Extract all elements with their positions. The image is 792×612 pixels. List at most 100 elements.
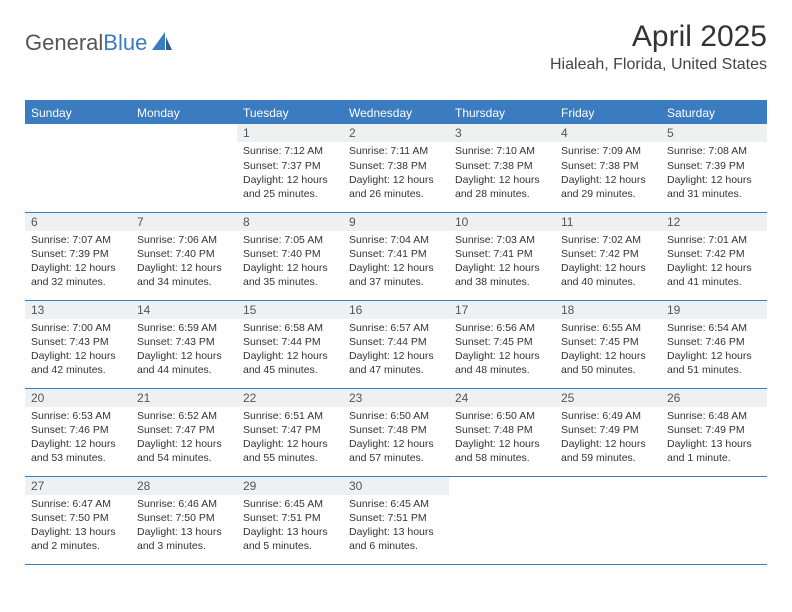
day-number: 30 bbox=[343, 477, 449, 495]
sunset-text: Sunset: 7:43 PM bbox=[31, 335, 125, 349]
sunset-text: Sunset: 7:51 PM bbox=[243, 511, 337, 525]
sunset-text: Sunset: 7:42 PM bbox=[561, 247, 655, 261]
calendar-day-cell: 10Sunrise: 7:03 AMSunset: 7:41 PMDayligh… bbox=[449, 212, 555, 300]
daylight-text: Daylight: 12 hours and 55 minutes. bbox=[243, 437, 337, 465]
day-number: 26 bbox=[661, 389, 767, 407]
header: GeneralBlue April 2025 Hialeah, Florida,… bbox=[25, 20, 767, 90]
sunrise-text: Sunrise: 6:57 AM bbox=[349, 321, 443, 335]
calendar-day-cell: 11Sunrise: 7:02 AMSunset: 7:42 PMDayligh… bbox=[555, 212, 661, 300]
day-details: Sunrise: 6:55 AMSunset: 7:45 PMDaylight:… bbox=[555, 319, 661, 382]
calendar-day-cell: 25Sunrise: 6:49 AMSunset: 7:49 PMDayligh… bbox=[555, 388, 661, 476]
calendar-week-row: 13Sunrise: 7:00 AMSunset: 7:43 PMDayligh… bbox=[25, 300, 767, 388]
daylight-text: Daylight: 12 hours and 26 minutes. bbox=[349, 173, 443, 201]
day-details: Sunrise: 6:53 AMSunset: 7:46 PMDaylight:… bbox=[25, 407, 131, 470]
weekday-header: Friday bbox=[555, 101, 661, 124]
day-details: Sunrise: 6:45 AMSunset: 7:51 PMDaylight:… bbox=[343, 495, 449, 558]
day-number: 12 bbox=[661, 213, 767, 231]
sunrise-text: Sunrise: 7:03 AM bbox=[455, 233, 549, 247]
sunrise-text: Sunrise: 7:04 AM bbox=[349, 233, 443, 247]
daylight-text: Daylight: 12 hours and 29 minutes. bbox=[561, 173, 655, 201]
sunset-text: Sunset: 7:45 PM bbox=[561, 335, 655, 349]
sunset-text: Sunset: 7:39 PM bbox=[667, 159, 761, 173]
day-number: 13 bbox=[25, 301, 131, 319]
day-details: Sunrise: 7:04 AMSunset: 7:41 PMDaylight:… bbox=[343, 231, 449, 294]
day-details: Sunrise: 7:01 AMSunset: 7:42 PMDaylight:… bbox=[661, 231, 767, 294]
calendar-table: SundayMondayTuesdayWednesdayThursdayFrid… bbox=[25, 100, 767, 565]
calendar-day-cell: 21Sunrise: 6:52 AMSunset: 7:47 PMDayligh… bbox=[131, 388, 237, 476]
day-details: Sunrise: 7:00 AMSunset: 7:43 PMDaylight:… bbox=[25, 319, 131, 382]
calendar-head: SundayMondayTuesdayWednesdayThursdayFrid… bbox=[25, 101, 767, 124]
day-number: 18 bbox=[555, 301, 661, 319]
weekday-header: Wednesday bbox=[343, 101, 449, 124]
sunset-text: Sunset: 7:49 PM bbox=[667, 423, 761, 437]
day-number: 17 bbox=[449, 301, 555, 319]
daylight-text: Daylight: 12 hours and 58 minutes. bbox=[455, 437, 549, 465]
sunset-text: Sunset: 7:43 PM bbox=[137, 335, 231, 349]
calendar-week-row: 1Sunrise: 7:12 AMSunset: 7:37 PMDaylight… bbox=[25, 124, 767, 212]
day-number: 27 bbox=[25, 477, 131, 495]
day-details: Sunrise: 7:03 AMSunset: 7:41 PMDaylight:… bbox=[449, 231, 555, 294]
daylight-text: Daylight: 12 hours and 40 minutes. bbox=[561, 261, 655, 289]
day-details: Sunrise: 6:50 AMSunset: 7:48 PMDaylight:… bbox=[343, 407, 449, 470]
daylight-text: Daylight: 12 hours and 53 minutes. bbox=[31, 437, 125, 465]
daylight-text: Daylight: 12 hours and 32 minutes. bbox=[31, 261, 125, 289]
day-details: Sunrise: 7:08 AMSunset: 7:39 PMDaylight:… bbox=[661, 142, 767, 205]
day-details: Sunrise: 7:06 AMSunset: 7:40 PMDaylight:… bbox=[131, 231, 237, 294]
sunset-text: Sunset: 7:49 PM bbox=[561, 423, 655, 437]
daylight-text: Daylight: 12 hours and 57 minutes. bbox=[349, 437, 443, 465]
daylight-text: Daylight: 13 hours and 3 minutes. bbox=[137, 525, 231, 553]
sunrise-text: Sunrise: 6:48 AM bbox=[667, 409, 761, 423]
sunrise-text: Sunrise: 6:53 AM bbox=[31, 409, 125, 423]
day-number-empty bbox=[555, 477, 661, 495]
daylight-text: Daylight: 12 hours and 45 minutes. bbox=[243, 349, 337, 377]
daylight-text: Daylight: 12 hours and 50 minutes. bbox=[561, 349, 655, 377]
calendar-day-cell: 29Sunrise: 6:45 AMSunset: 7:51 PMDayligh… bbox=[237, 476, 343, 564]
day-number: 19 bbox=[661, 301, 767, 319]
calendar-day-cell: 28Sunrise: 6:46 AMSunset: 7:50 PMDayligh… bbox=[131, 476, 237, 564]
daylight-text: Daylight: 12 hours and 38 minutes. bbox=[455, 261, 549, 289]
daylight-text: Daylight: 12 hours and 44 minutes. bbox=[137, 349, 231, 377]
title-block: April 2025 Hialeah, Florida, United Stat… bbox=[550, 20, 767, 74]
daylight-text: Daylight: 13 hours and 1 minute. bbox=[667, 437, 761, 465]
calendar-day-cell: 15Sunrise: 6:58 AMSunset: 7:44 PMDayligh… bbox=[237, 300, 343, 388]
calendar-day-cell: 1Sunrise: 7:12 AMSunset: 7:37 PMDaylight… bbox=[237, 124, 343, 212]
weekday-header: Monday bbox=[131, 101, 237, 124]
day-number: 25 bbox=[555, 389, 661, 407]
daylight-text: Daylight: 12 hours and 41 minutes. bbox=[667, 261, 761, 289]
daylight-text: Daylight: 12 hours and 51 minutes. bbox=[667, 349, 761, 377]
sunrise-text: Sunrise: 7:01 AM bbox=[667, 233, 761, 247]
sunset-text: Sunset: 7:48 PM bbox=[349, 423, 443, 437]
sunset-text: Sunset: 7:46 PM bbox=[667, 335, 761, 349]
daylight-text: Daylight: 13 hours and 5 minutes. bbox=[243, 525, 337, 553]
calendar-empty-cell bbox=[131, 124, 237, 212]
sunrise-text: Sunrise: 7:02 AM bbox=[561, 233, 655, 247]
day-details: Sunrise: 7:12 AMSunset: 7:37 PMDaylight:… bbox=[237, 142, 343, 205]
sunrise-text: Sunrise: 6:58 AM bbox=[243, 321, 337, 335]
calendar-day-cell: 2Sunrise: 7:11 AMSunset: 7:38 PMDaylight… bbox=[343, 124, 449, 212]
weekday-header: Tuesday bbox=[237, 101, 343, 124]
sunset-text: Sunset: 7:50 PM bbox=[31, 511, 125, 525]
day-details: Sunrise: 6:49 AMSunset: 7:49 PMDaylight:… bbox=[555, 407, 661, 470]
day-number: 14 bbox=[131, 301, 237, 319]
calendar-day-cell: 26Sunrise: 6:48 AMSunset: 7:49 PMDayligh… bbox=[661, 388, 767, 476]
sunrise-text: Sunrise: 6:51 AM bbox=[243, 409, 337, 423]
weekday-header: Sunday bbox=[25, 101, 131, 124]
day-number: 6 bbox=[25, 213, 131, 231]
weekday-header: Thursday bbox=[449, 101, 555, 124]
brand-sail-icon bbox=[151, 31, 173, 56]
sunrise-text: Sunrise: 6:50 AM bbox=[455, 409, 549, 423]
sunset-text: Sunset: 7:42 PM bbox=[667, 247, 761, 261]
day-details: Sunrise: 6:48 AMSunset: 7:49 PMDaylight:… bbox=[661, 407, 767, 470]
day-details: Sunrise: 7:02 AMSunset: 7:42 PMDaylight:… bbox=[555, 231, 661, 294]
calendar-day-cell: 4Sunrise: 7:09 AMSunset: 7:38 PMDaylight… bbox=[555, 124, 661, 212]
sunrise-text: Sunrise: 6:45 AM bbox=[243, 497, 337, 511]
brand-text-1: General bbox=[25, 30, 103, 56]
day-number: 10 bbox=[449, 213, 555, 231]
sunrise-text: Sunrise: 7:08 AM bbox=[667, 144, 761, 158]
sunset-text: Sunset: 7:44 PM bbox=[243, 335, 337, 349]
day-number: 28 bbox=[131, 477, 237, 495]
daylight-text: Daylight: 12 hours and 25 minutes. bbox=[243, 173, 337, 201]
sunset-text: Sunset: 7:39 PM bbox=[31, 247, 125, 261]
sunset-text: Sunset: 7:46 PM bbox=[31, 423, 125, 437]
sunrise-text: Sunrise: 7:05 AM bbox=[243, 233, 337, 247]
